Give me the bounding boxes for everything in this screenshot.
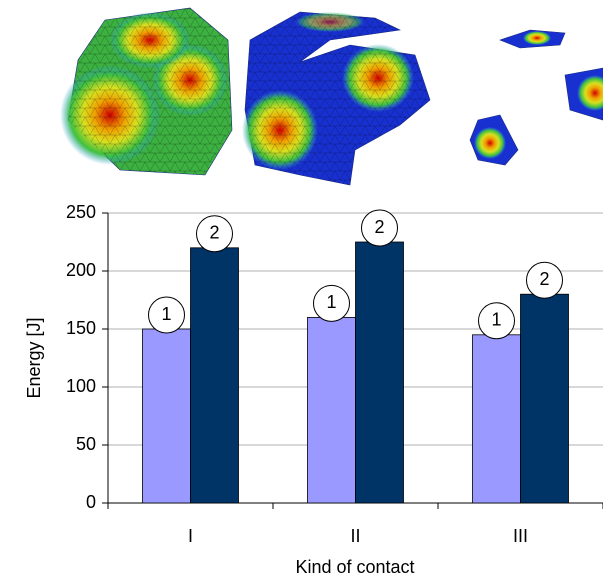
mesh-grid [245, 12, 430, 185]
y-tick-label: 100 [66, 376, 96, 396]
y-tick-label: 0 [86, 492, 96, 512]
bar [191, 248, 239, 503]
series-badge-label: 1 [326, 292, 336, 312]
series-badge-label: 1 [161, 304, 171, 324]
y-tick-label: 200 [66, 260, 96, 280]
x-tick-label: II [350, 526, 360, 546]
mesh-images [60, 8, 603, 185]
heat-spot [474, 127, 506, 159]
bar [521, 294, 569, 503]
chart: Energy [J] Kind of contact 0 50 100 150 200 2… [0, 0, 603, 582]
bar [473, 335, 521, 503]
y-tick-label: 250 [66, 202, 96, 222]
series-badge-label: 2 [374, 217, 384, 237]
y-tick-label: 150 [66, 318, 96, 338]
x-tick-label: I [188, 526, 193, 546]
y-axis-label: Energy [J] [24, 317, 44, 398]
bar [308, 317, 356, 503]
y-tick-label: 50 [76, 434, 96, 454]
bar [356, 242, 404, 503]
x-tick-label: III [513, 526, 528, 546]
bar [143, 329, 191, 503]
series-badge-label: 2 [209, 223, 219, 243]
series-badge-label: 2 [539, 269, 549, 289]
series-badge-label: 1 [491, 310, 501, 330]
x-axis-label: Kind of contact [295, 557, 414, 577]
heat-spot [523, 31, 551, 45]
